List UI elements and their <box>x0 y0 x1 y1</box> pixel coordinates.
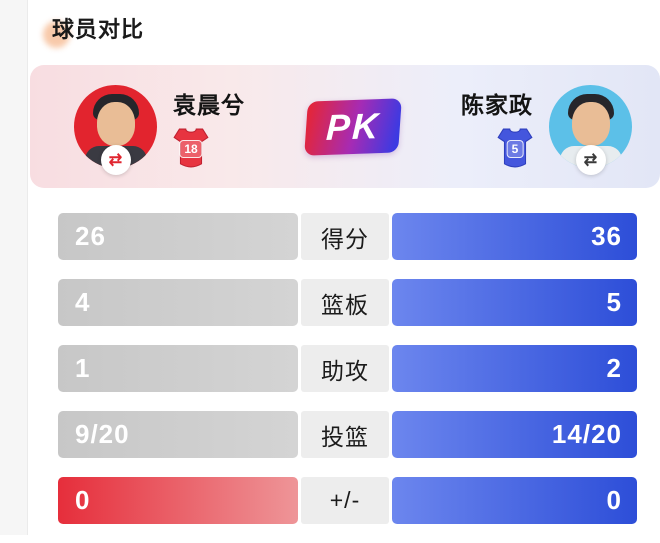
stat-row-field-goals: 9/20 投篮 14/20 <box>58 411 660 458</box>
right-jersey-number: 5 <box>506 140 524 159</box>
right-stat-value: 5 <box>606 287 622 317</box>
left-stat-bar: 26 <box>58 213 298 260</box>
left-player-name: 袁晨兮 <box>173 91 245 118</box>
face-skin <box>571 102 610 146</box>
section-title-wrap: 球员对比 <box>43 12 145 48</box>
stat-label: 投篮 <box>321 423 369 450</box>
left-player: ⇄ 袁晨兮 18 <box>74 85 245 175</box>
left-stat-value: 9/20 <box>75 419 130 449</box>
left-stat-bar: 9/20 <box>58 411 298 458</box>
page-title: 球员对比 <box>52 17 145 42</box>
stat-label-cell: +/- <box>301 477 389 524</box>
left-jersey-icon: 18 <box>173 128 209 168</box>
right-stat-bar: 5 <box>392 279 637 326</box>
pk-logo: PK <box>304 97 402 156</box>
stat-row-plus-minus: 0 +/- 0 <box>58 477 660 524</box>
stat-row-assists: 1 助攻 2 <box>58 345 660 392</box>
right-stat-bar: 36 <box>392 213 637 260</box>
swap-player-icon[interactable]: ⇄ <box>100 145 131 175</box>
right-player-name: 陈家政 <box>461 91 533 118</box>
right-stat-bar: 14/20 <box>392 411 637 458</box>
stat-row-rebounds: 4 篮板 5 <box>58 279 660 326</box>
stat-label-cell: 篮板 <box>301 279 389 326</box>
right-player-avatar[interactable]: ⇄ <box>549 85 632 175</box>
right-stat-value: 0 <box>606 485 622 515</box>
stat-label-cell: 投篮 <box>301 411 389 458</box>
stat-label-cell: 助攻 <box>301 345 389 392</box>
face-skin <box>96 102 135 146</box>
right-stat-value: 2 <box>606 353 622 383</box>
left-stat-value: 0 <box>75 485 91 515</box>
left-player-avatar[interactable]: ⇄ <box>74 85 157 175</box>
right-player: 陈家政 5 ⇄ <box>461 85 632 175</box>
stat-label-cell: 得分 <box>301 213 389 260</box>
players-header-card: ⇄ 袁晨兮 18 PK 陈家政 <box>30 65 660 188</box>
stat-row-points: 26 得分 36 <box>58 213 660 260</box>
left-jersey-number: 18 <box>179 140 203 159</box>
left-stat-bar: 1 <box>58 345 298 392</box>
stat-label: 篮板 <box>321 291 369 318</box>
right-stat-bar: 2 <box>392 345 637 392</box>
left-stat-value: 4 <box>75 287 91 317</box>
left-stat-value: 1 <box>75 353 91 383</box>
stat-label: 得分 <box>321 225 369 252</box>
player-compare-panel: 球员对比 ⇄ 袁晨兮 18 <box>30 0 660 543</box>
page-left-gutter <box>0 0 28 535</box>
stat-label: 助攻 <box>321 357 369 384</box>
right-jersey-icon: 5 <box>497 128 533 168</box>
title-accent-dot <box>43 21 70 48</box>
stat-label: +/- <box>329 487 361 513</box>
right-stat-value: 36 <box>591 221 622 251</box>
right-stat-bar: 0 <box>392 477 637 524</box>
left-player-meta: 袁晨兮 18 <box>173 86 245 168</box>
left-stat-value: 26 <box>75 221 106 251</box>
swap-player-icon[interactable]: ⇄ <box>575 145 606 175</box>
right-stat-value: 14/20 <box>551 419 622 449</box>
left-stat-bar: 0 <box>58 477 298 524</box>
stats-comparison-list: 26 得分 36 4 篮板 5 1 助攻 <box>30 213 660 524</box>
left-avatar-photo <box>74 85 157 168</box>
pk-logo-text: PK <box>325 104 381 148</box>
right-player-meta: 陈家政 5 <box>461 86 533 168</box>
left-stat-bar: 4 <box>58 279 298 326</box>
